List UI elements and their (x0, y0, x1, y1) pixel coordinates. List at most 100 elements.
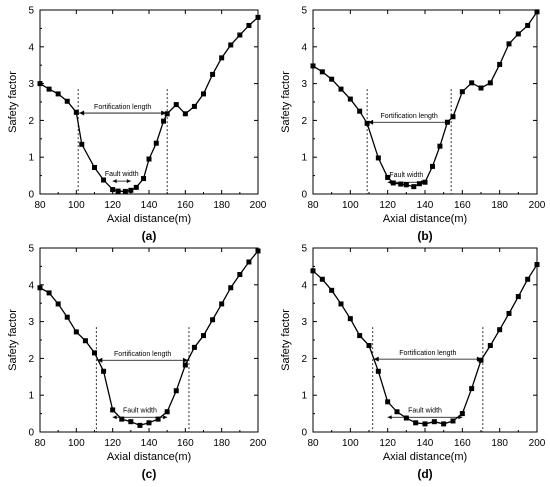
x-tick-label: 80 (34, 438, 46, 449)
x-axis-label: Axial distance(m) (383, 451, 467, 463)
fault-arrowhead-right (126, 179, 131, 184)
y-tick-label: 2 (301, 116, 307, 127)
x-tick-label: 200 (529, 438, 546, 449)
fault-arrowhead-right (163, 415, 168, 420)
data-point (64, 314, 70, 320)
y-tick-label: 3 (28, 79, 34, 90)
data-point (478, 85, 484, 91)
fortification-label: Fortification length (94, 104, 151, 111)
x-tick-label: 100 (68, 438, 85, 449)
data-point (73, 329, 79, 335)
data-point (398, 181, 404, 187)
data-point (390, 180, 396, 186)
data-point (146, 156, 152, 162)
y-tick-label: 0 (28, 428, 34, 439)
data-point (119, 416, 125, 422)
fault-arrowhead-left (387, 415, 392, 420)
series-line (312, 11, 538, 188)
data-point (375, 368, 381, 374)
data-point (137, 422, 143, 428)
x-tick-label: 180 (213, 200, 230, 211)
y-tick-label: 2 (28, 354, 34, 365)
data-point (534, 9, 540, 15)
y-tick-label: 1 (301, 153, 307, 164)
data-point (357, 333, 363, 339)
y-tick-label: 4 (28, 280, 34, 291)
series-line (39, 16, 259, 193)
data-point (310, 63, 316, 69)
fortification-arrowhead-left (368, 119, 374, 125)
data-point (46, 290, 52, 296)
y-tick-label: 4 (28, 42, 34, 53)
data-point (416, 181, 422, 187)
chart-panel-a: 80 100 120 140 160 180 200 0 1 2 3 4 5 Axial distance… (7, 6, 267, 244)
fault-label: Fault width (389, 172, 423, 179)
data-point (73, 109, 79, 115)
data-point (55, 91, 61, 97)
x-axis-label: Axial distance(m) (107, 213, 191, 225)
data-point (182, 362, 188, 368)
y-tick-label: 0 (28, 190, 34, 201)
fortification-label: Fortification length (399, 350, 456, 357)
fortification-label: Fortification length (381, 113, 438, 120)
data-point (79, 141, 85, 147)
data-point (255, 248, 261, 254)
data-point (469, 386, 475, 392)
data-point (497, 327, 503, 333)
data-point (173, 388, 179, 394)
panel-label: (c) (142, 467, 157, 481)
data-point (92, 350, 97, 356)
y-tick-label: 1 (28, 391, 34, 402)
x-tick-label: 180 (491, 200, 508, 211)
data-point (319, 276, 325, 282)
data-point (155, 416, 161, 422)
x-tick-label: 140 (417, 200, 434, 211)
data-point (310, 268, 316, 274)
data-point (128, 187, 134, 193)
fault-arrowhead-left (112, 415, 117, 420)
x-tick-label: 80 (34, 200, 46, 211)
x-tick-label: 180 (491, 438, 508, 449)
data-point (347, 316, 353, 322)
data-point (153, 140, 159, 146)
data-point (403, 415, 409, 421)
data-point (525, 22, 531, 28)
x-tick-label: 140 (417, 438, 434, 449)
data-point (110, 407, 116, 413)
data-point (411, 184, 417, 190)
plot-frame (312, 247, 538, 433)
data-point (459, 411, 465, 417)
x-tick-label: 160 (177, 200, 194, 211)
panel-label: (d) (417, 467, 432, 481)
data-point (201, 91, 206, 97)
x-tick-label: 160 (454, 438, 471, 449)
data-point (469, 80, 475, 86)
fortification-label: Fortification length (114, 351, 171, 358)
data-point (366, 343, 372, 349)
x-tick-label: 160 (177, 438, 194, 449)
data-point (487, 343, 493, 349)
y-tick-label: 1 (301, 391, 307, 402)
x-tick-label: 140 (141, 200, 158, 211)
y-tick-label: 0 (301, 190, 307, 201)
fortification-arrowhead-left (373, 356, 379, 362)
x-tick-label: 120 (104, 200, 121, 211)
y-tick-label: 2 (28, 116, 34, 127)
data-point (534, 262, 540, 268)
y-tick-label: 2 (301, 354, 307, 365)
data-point (450, 418, 456, 424)
panel-label: (a) (142, 229, 157, 243)
data-point (329, 287, 335, 293)
y-tick-label: 5 (301, 6, 307, 17)
plot-frame (39, 247, 259, 433)
data-point (450, 114, 456, 120)
series-line (312, 264, 538, 425)
fortification-arrowhead-right (182, 357, 188, 363)
fortification-arrowhead-left (97, 357, 103, 363)
x-tick-label: 180 (213, 438, 230, 449)
plot-frame (39, 9, 259, 195)
x-tick-label: 200 (250, 200, 267, 211)
y-tick-label: 5 (301, 244, 307, 255)
